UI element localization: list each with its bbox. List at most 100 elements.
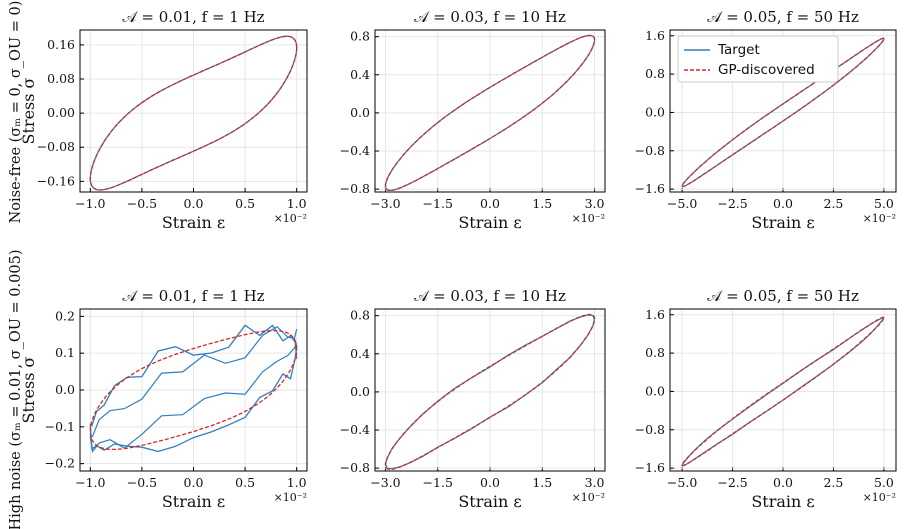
- y-axis-label: Stress σ: [19, 356, 38, 423]
- x-axis-label: Strain ε: [162, 492, 225, 511]
- x-multiplier-label: ×10⁻²: [863, 212, 896, 225]
- y-tick-label: 0.4: [350, 346, 370, 361]
- chart-title: 𝒜 = 0.05, f = 50 Hz: [707, 8, 859, 26]
- x-tick-label: −2.5: [717, 475, 747, 490]
- y-tick-label: 0.8: [645, 345, 665, 360]
- plot-frame: [669, 29, 897, 193]
- series-gp-line: [89, 329, 298, 451]
- x-tick-label: 1.5: [532, 475, 552, 490]
- y-tick-label: 0.0: [645, 383, 665, 398]
- y-tick-label: 0.0: [350, 384, 370, 399]
- plot-frame: [669, 308, 897, 472]
- y-tick-label: 0.8: [350, 308, 370, 323]
- y-axis-label: Stress σ: [19, 77, 38, 144]
- x-tick-label: 3.0: [585, 196, 605, 211]
- y-tick-label: −0.2: [45, 456, 75, 471]
- chart-title: 𝒜 = 0.01, f = 1 Hz: [122, 287, 264, 305]
- series-gp-line: [384, 34, 596, 192]
- legend-box: [677, 35, 839, 83]
- y-tick-label: −0.1: [45, 419, 75, 434]
- y-tick-label: −0.4: [340, 143, 370, 158]
- x-axis-label: Strain ε: [458, 492, 521, 511]
- y-tick-label: 0.2: [55, 308, 75, 323]
- y-tick-label: −0.8: [635, 422, 665, 437]
- x-tick-label: −1.5: [423, 475, 453, 490]
- y-tick-label: −1.6: [635, 181, 665, 196]
- x-multiplier-label: ×10⁻²: [572, 491, 605, 504]
- x-axis-label: Strain ε: [458, 213, 521, 232]
- chart-title: 𝒜 = 0.01, f = 1 Hz: [122, 8, 264, 26]
- x-tick-label: −3.0: [370, 196, 400, 211]
- plot-frame: [374, 29, 606, 193]
- y-tick-label: 0.0: [55, 382, 75, 397]
- x-tick-label: 1.5: [532, 196, 552, 211]
- y-tick-label: 0.08: [47, 71, 75, 86]
- x-tick-label: 2.5: [824, 196, 844, 211]
- series-gp-line: [89, 35, 298, 191]
- y-tick-label: 0.16: [47, 37, 75, 52]
- y-tick-label: −0.8: [340, 460, 370, 475]
- y-tick-label: 1.6: [645, 28, 665, 43]
- x-tick-label: −1.0: [75, 475, 105, 490]
- x-tick-label: −0.5: [127, 196, 157, 211]
- x-tick-label: 5.0: [874, 475, 894, 490]
- x-tick-label: −2.5: [717, 196, 747, 211]
- x-multiplier-label: ×10⁻²: [274, 491, 307, 504]
- y-tick-label: −0.8: [635, 143, 665, 158]
- x-axis-label: Strain ε: [751, 213, 814, 232]
- row-label-high-noise: High noise (σₘ = 0.01, σ_OU = 0.005): [8, 250, 24, 529]
- series-target-line: [89, 324, 298, 453]
- x-multiplier-label: ×10⁻²: [572, 212, 605, 225]
- y-tick-label: −0.4: [340, 422, 370, 437]
- chart-panel: 𝒜 = 0.03, f = 10 Hz −3.0 −1.5 0.0 1.5 3.0 0.8 0…: [340, 8, 606, 232]
- chart-panel: 𝒜 = 0.05, f = 50 Hz −5.0 −2.5 0.0 2.5 5.0 1.6 0…: [635, 287, 897, 511]
- y-tick-label: −0.08: [37, 139, 75, 154]
- x-tick-label: 1.0: [287, 196, 307, 211]
- x-tick-label: −1.5: [423, 196, 453, 211]
- legend-label: GP-discovered: [718, 62, 815, 78]
- y-tick-label: 0.0: [645, 104, 665, 119]
- y-tick-label: 0.8: [645, 66, 665, 81]
- x-tick-label: −5.0: [667, 475, 697, 490]
- plot-frame: [374, 308, 606, 472]
- chart-panel: 𝒜 = 0.05, f = 50 Hz −5.0 −2.5 0.0 2.5 5.0 1.6 0…: [635, 8, 897, 232]
- x-tick-label: 0.0: [773, 475, 793, 490]
- legend-label: Target: [717, 42, 760, 58]
- legend: Target GP-discovered: [677, 35, 839, 83]
- x-tick-label: 0.0: [184, 196, 204, 211]
- y-tick-label: 0.8: [350, 29, 370, 44]
- x-tick-label: −0.5: [127, 475, 157, 490]
- x-tick-label: −5.0: [667, 196, 697, 211]
- y-tick-label: −1.6: [635, 460, 665, 475]
- x-tick-label: −3.0: [370, 475, 400, 490]
- row-label-noise-free: Noise-free (σₘ = 0, σ_OU = 0): [8, 1, 24, 224]
- y-tick-label: 0.1: [55, 345, 75, 360]
- x-multiplier-label: ×10⁻²: [863, 491, 896, 504]
- x-tick-label: −1.0: [75, 196, 105, 211]
- y-tick-label: −0.8: [340, 181, 370, 196]
- x-tick-label: 0.0: [480, 475, 500, 490]
- chart-panel: 𝒜 = 0.01, f = 1 Hz −1.0 −0.5 0.0 0.5 1.0 0.2 0.…: [19, 287, 308, 511]
- chart-panel: 𝒜 = 0.01, f = 1 Hz −1.0 −0.5 0.0 0.5 1.0 0.16 0…: [19, 8, 308, 232]
- chart-title: 𝒜 = 0.03, f = 10 Hz: [414, 8, 566, 26]
- x-tick-label: 2.5: [824, 475, 844, 490]
- y-tick-label: 0.0: [350, 105, 370, 120]
- x-tick-label: 3.0: [585, 475, 605, 490]
- y-tick-label: 1.6: [645, 307, 665, 322]
- x-tick-label: 1.0: [287, 475, 307, 490]
- x-tick-label: 0.0: [773, 196, 793, 211]
- y-tick-label: −0.16: [37, 173, 75, 188]
- x-tick-label: 5.0: [874, 196, 894, 211]
- chart-title: 𝒜 = 0.05, f = 50 Hz: [707, 287, 859, 305]
- plot-frame: [79, 308, 308, 472]
- x-axis-label: Strain ε: [751, 492, 814, 511]
- chart-panel: 𝒜 = 0.03, f = 10 Hz −3.0 −1.5 0.0 1.5 3.0 0.8 0…: [340, 287, 606, 511]
- y-tick-label: 0.00: [47, 105, 75, 120]
- chart-title: 𝒜 = 0.03, f = 10 Hz: [414, 287, 566, 305]
- x-tick-label: 0.5: [235, 196, 255, 211]
- series-gp-line: [681, 316, 885, 467]
- x-multiplier-label: ×10⁻²: [274, 212, 307, 225]
- series-gp-line: [384, 313, 596, 471]
- x-axis-label: Strain ε: [162, 213, 225, 232]
